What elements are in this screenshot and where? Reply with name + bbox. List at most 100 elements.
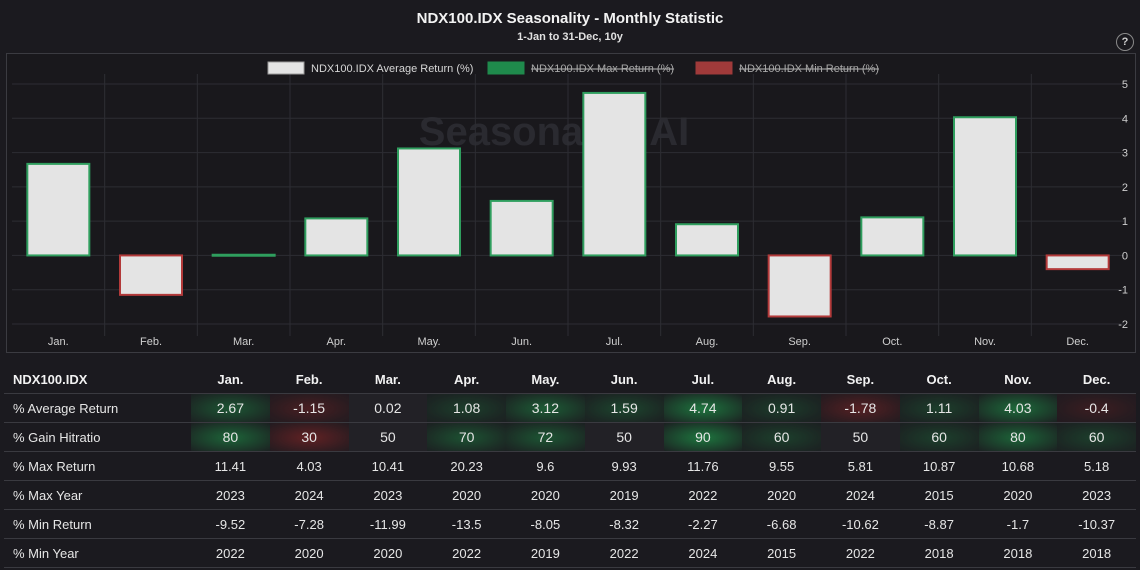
- bar-jun[interactable]: [489, 199, 554, 257]
- table-cell: 2015: [899, 480, 979, 510]
- bar-apr[interactable]: [304, 217, 369, 257]
- table-cell: 4.03: [978, 393, 1058, 423]
- y-tick-label: -2: [1118, 319, 1128, 331]
- legend-item-1[interactable]: NDX100.IDX Average Return (%): [267, 61, 473, 75]
- table-cell: 80: [191, 422, 270, 452]
- table-cell: -13.5: [427, 509, 506, 539]
- chart-title: NDX100.IDX Seasonality - Monthly Statist…: [416, 10, 724, 27]
- table-cell: -0.4: [1057, 393, 1136, 423]
- table-cell: 4.74: [663, 393, 743, 423]
- table-cell: 50: [821, 422, 900, 452]
- watermark-text: Seasonality.AI: [419, 110, 689, 154]
- table-cell: 60: [899, 422, 979, 452]
- column-header: Dec.: [1057, 365, 1136, 394]
- row-label: % Min Year: [4, 538, 191, 568]
- table-cell: 0.91: [742, 393, 821, 423]
- table-cell: 2015: [742, 538, 821, 568]
- table-header-row: NDX100.IDX Jan. Feb. Mar. Apr. May. Jun. Jul. Au…: [4, 365, 1136, 394]
- table-cell: -1.15: [269, 393, 349, 423]
- column-header: Mar.: [348, 365, 428, 394]
- table-cell: 11.41: [191, 451, 270, 481]
- table-cell: 2020: [506, 480, 585, 510]
- table-cell: 2020: [269, 538, 349, 568]
- legend-item-2[interactable]: NDX100.IDX Max Return (%): [487, 61, 674, 75]
- table-cell: 9.6: [506, 451, 585, 481]
- table-cell: 2018: [978, 538, 1058, 568]
- table-corner-label: NDX100.IDX: [4, 365, 191, 394]
- help-icon[interactable]: ?: [1116, 33, 1134, 51]
- table-row: % Gain Hitratio 80 30 50 70 72 50 90 60 50 60 80 60: [4, 422, 1136, 452]
- row-label: % Average Return: [4, 393, 191, 423]
- table-cell: -8.05: [506, 509, 585, 539]
- table-cell: 2018: [899, 538, 979, 568]
- bar-jul[interactable]: [582, 91, 647, 257]
- table-cell: 2020: [427, 480, 506, 510]
- y-tick-label: 2: [1122, 182, 1128, 194]
- bar-sep[interactable]: [767, 254, 832, 318]
- table-cell: -10.37: [1057, 509, 1136, 539]
- monthly-statistics-table: NDX100.IDX Jan. Feb. Mar. Apr. May. Jun. Jul. Au…: [4, 365, 1136, 568]
- table-cell: 2024: [821, 480, 900, 510]
- legend-label: NDX100.IDX Min Return (%): [739, 63, 879, 75]
- bar-aug[interactable]: [675, 223, 739, 257]
- table-cell: 2022: [584, 538, 664, 568]
- table-cell: 11.76: [663, 451, 743, 481]
- column-header: Jun.: [584, 365, 664, 394]
- table-cell: 60: [742, 422, 821, 452]
- column-header: Feb.: [269, 365, 349, 394]
- table-cell: 10.41: [348, 451, 428, 481]
- table-cell: 2023: [191, 480, 270, 510]
- table-cell: -7.28: [269, 509, 349, 539]
- y-tick-label: 0: [1122, 250, 1128, 262]
- column-header: Jan.: [191, 365, 270, 394]
- bar-may[interactable]: [397, 147, 461, 257]
- table-cell: 1.08: [427, 393, 506, 423]
- table-row: % Min Return -9.52 -7.28 -11.99 -13.5 -8.05 -8…: [4, 509, 1136, 539]
- table-cell: 2024: [663, 538, 743, 568]
- table-cell: 70: [427, 422, 506, 452]
- y-tick-label: 4: [1122, 113, 1128, 125]
- x-tick-label: May.: [417, 336, 440, 348]
- x-tick-label: Oct.: [882, 336, 902, 348]
- chart-subtitle: 1-Jan to 31-Dec, 10y: [517, 31, 623, 43]
- table-cell: 5.18: [1057, 451, 1136, 481]
- table-cell: -8.87: [899, 509, 979, 539]
- bar-oct[interactable]: [860, 216, 925, 257]
- bar-dec[interactable]: [1045, 254, 1110, 271]
- bar-feb[interactable]: [119, 254, 183, 296]
- bar-jan[interactable]: [26, 162, 91, 257]
- table-cell: -6.68: [742, 509, 821, 539]
- table-cell: -11.99: [348, 509, 428, 539]
- bar-mar[interactable]: [211, 253, 276, 257]
- table-row: % Min Year 2022 2020 2020 2022 2019 2022 2024 20…: [4, 538, 1136, 568]
- x-tick-label: Sep.: [788, 336, 811, 348]
- row-label: % Max Year: [4, 480, 191, 510]
- table-cell: 2024: [269, 480, 349, 510]
- table-cell: 60: [1057, 422, 1136, 452]
- x-tick-label: Jul.: [606, 336, 623, 348]
- table-cell: 90: [663, 422, 743, 452]
- table-cell: 2022: [191, 538, 270, 568]
- table-row: % Average Return 2.67 -1.15 0.02 1.08 3.12 1.5…: [4, 393, 1136, 423]
- legend-label: NDX100.IDX Max Return (%): [531, 63, 674, 75]
- table-cell: 10.87: [899, 451, 979, 481]
- bar-nov[interactable]: [953, 116, 1017, 257]
- table-cell: -8.32: [584, 509, 664, 539]
- table-cell: -1.78: [821, 393, 900, 423]
- column-header: Aug.: [742, 365, 821, 394]
- row-label: % Gain Hitratio: [4, 422, 191, 452]
- table-cell: 4.03: [269, 451, 349, 481]
- column-header: Nov.: [978, 365, 1058, 394]
- table-cell: 2022: [821, 538, 900, 568]
- plot-area: [6, 53, 1136, 353]
- table-cell: 2019: [584, 480, 664, 510]
- table-cell: -10.62: [821, 509, 900, 539]
- table-cell: -9.52: [191, 509, 270, 539]
- table-cell: 9.55: [742, 451, 821, 481]
- y-tick-label: 3: [1122, 148, 1128, 160]
- table-cell: 2020: [742, 480, 821, 510]
- table-cell: 2020: [348, 538, 428, 568]
- table-cell: 9.93: [584, 451, 664, 481]
- legend-item-3[interactable]: NDX100.IDX Min Return (%): [695, 61, 879, 75]
- table-cell: 2018: [1057, 538, 1136, 568]
